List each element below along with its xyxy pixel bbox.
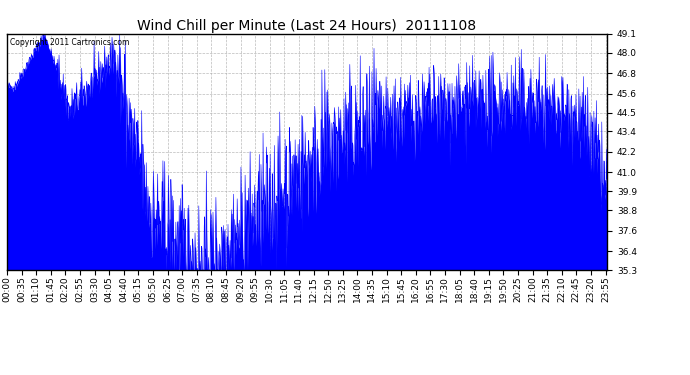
Title: Wind Chill per Minute (Last 24 Hours)  20111108: Wind Chill per Minute (Last 24 Hours) 20… (137, 19, 477, 33)
Text: Copyright 2011 Cartronics.com: Copyright 2011 Cartronics.com (10, 39, 129, 48)
